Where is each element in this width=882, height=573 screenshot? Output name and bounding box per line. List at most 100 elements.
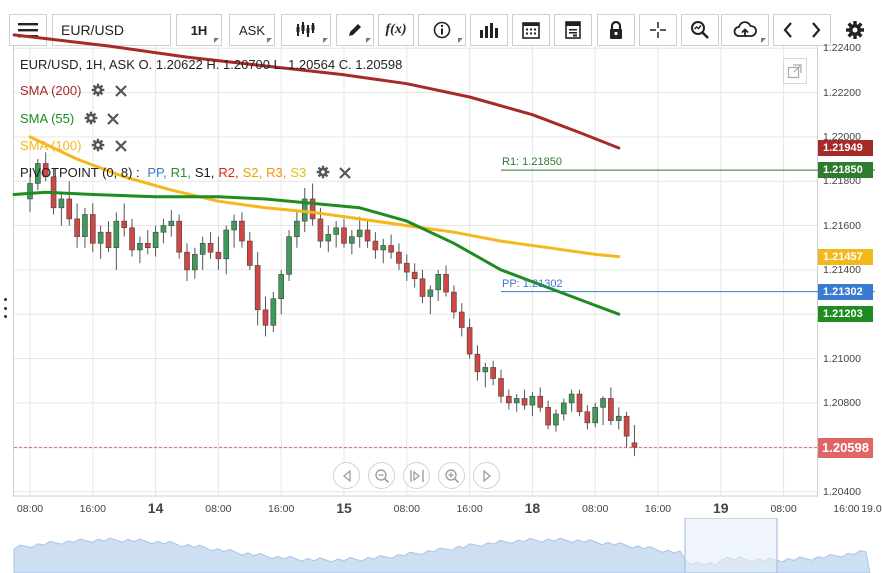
candle-body (223, 229, 230, 260)
notes-icon (565, 21, 581, 39)
price-badge: 1.21949 (818, 140, 873, 157)
candle-body (35, 163, 41, 184)
candle-body (435, 274, 442, 291)
scroll-right-button[interactable] (802, 21, 830, 39)
x-tick-label: 16:00 (833, 503, 860, 515)
price-type-select[interactable]: ASK (229, 14, 275, 46)
chart-plot-area[interactable] (13, 46, 818, 497)
sma100-legend[interactable]: SMA (100) (20, 138, 127, 155)
candle-body (294, 220, 300, 237)
sma55-line (12, 190, 621, 316)
pivot-legend[interactable]: PIVOTPOINT (0, 8) : PP, R1, S1, R2, S2, R3, S3 (20, 165, 352, 182)
sma55-remove-button[interactable] (107, 112, 120, 128)
cloud-button[interactable] (721, 14, 769, 46)
notes-button[interactable] (554, 14, 592, 46)
candle-body (419, 278, 426, 297)
settings-button[interactable] (836, 14, 874, 46)
bar-chart-button[interactable] (470, 14, 508, 46)
candle-body (631, 442, 638, 448)
zoom-out-button[interactable] (368, 462, 395, 489)
sma100-settings-button[interactable] (91, 138, 105, 155)
y-tick-label: 1.20800 (823, 396, 861, 409)
menu-button[interactable] (9, 14, 47, 46)
candle-body (474, 353, 481, 373)
sma100-remove-button[interactable] (114, 139, 127, 155)
candle-body (317, 218, 324, 242)
candle-body (506, 395, 512, 404)
calendar-button[interactable] (512, 14, 550, 46)
candle-body (600, 398, 606, 408)
gear-icon (846, 21, 864, 39)
sma200-line (12, 33, 621, 150)
info-button[interactable] (418, 14, 466, 46)
pivot-items: PP, R1, S1, R2, S2, R3, S3 (143, 165, 306, 180)
pan-left-button[interactable] (333, 462, 360, 489)
zoom-in-button[interactable] (438, 462, 465, 489)
price-badge: 1.21850 (818, 162, 873, 179)
price-badge: 1.21203 (818, 305, 873, 322)
zoom-out-icon (374, 468, 389, 483)
close-icon (114, 84, 127, 97)
candle-body (623, 415, 630, 437)
candle-body (82, 214, 88, 237)
x-tick-label: 14 (147, 500, 164, 516)
function-button[interactable]: f(x) (378, 14, 414, 46)
candle-body (403, 262, 410, 273)
calendar-icon (522, 22, 540, 39)
sma200-remove-button[interactable] (114, 84, 127, 100)
gear-icon (84, 111, 98, 125)
candle-body (356, 229, 363, 237)
candle-body (490, 367, 496, 379)
draw-button[interactable] (336, 14, 374, 46)
candle-body (215, 251, 222, 260)
pivot-item: R2, (218, 165, 239, 180)
info-icon (433, 21, 451, 39)
navigator-window[interactable] (684, 517, 778, 573)
candle-body (105, 231, 112, 249)
crosshair-icon (650, 22, 666, 38)
close-icon (107, 112, 120, 125)
pivot-item: S3 (290, 165, 307, 180)
arrow-left-icon (783, 22, 792, 38)
pivot-line-label: R1: 1.21850 (502, 156, 562, 169)
toolbar: EUR/USD 1H ASK f(x) (0, 0, 882, 46)
scroll-buttons (773, 14, 831, 46)
side-drag-handle[interactable] (4, 298, 8, 318)
scroll-left-button[interactable] (774, 21, 802, 39)
candle-body (482, 367, 489, 373)
cloud-upload-icon (733, 21, 757, 37)
expand-icon (787, 64, 802, 79)
time-navigator[interactable] (0, 517, 882, 573)
fullscreen-button[interactable] (783, 58, 807, 84)
timeframe-select[interactable]: 1H (176, 14, 222, 46)
zoom-button[interactable] (681, 14, 719, 46)
reset-view-button[interactable] (403, 462, 430, 489)
sma55-legend[interactable]: SMA (55) (20, 111, 120, 128)
chart-canvas[interactable] (0, 0, 882, 518)
pan-right-button[interactable] (473, 462, 500, 489)
x-tick-label: 19 (713, 500, 729, 516)
pivot-item: S2, (242, 165, 263, 180)
candle-body (584, 411, 591, 424)
candle-body (137, 242, 143, 251)
candle-body (615, 415, 622, 421)
pivot-item: S1, (194, 165, 215, 180)
pivot-settings-button[interactable] (316, 165, 330, 182)
crosshair-button[interactable] (639, 14, 677, 46)
sma55-settings-button[interactable] (84, 111, 98, 128)
navigator-canvas[interactable] (0, 517, 882, 573)
sma200-legend[interactable]: SMA (200) (20, 83, 127, 100)
x-tick-label: 19.01.2021 (861, 503, 882, 515)
pivot-remove-button[interactable] (339, 166, 352, 182)
bar-chart-icon (480, 23, 498, 38)
candle-body (380, 245, 387, 251)
chart-type-button[interactable] (281, 14, 331, 46)
y-tick-label: 1.20400 (823, 485, 861, 498)
sma200-settings-button[interactable] (91, 83, 105, 100)
x-tick-label: 08:00 (205, 503, 232, 515)
candle-body (262, 309, 269, 326)
lock-button[interactable] (597, 14, 635, 46)
candle-body (372, 240, 379, 251)
candle-body (529, 395, 536, 406)
symbol-input[interactable]: EUR/USD (52, 14, 171, 46)
